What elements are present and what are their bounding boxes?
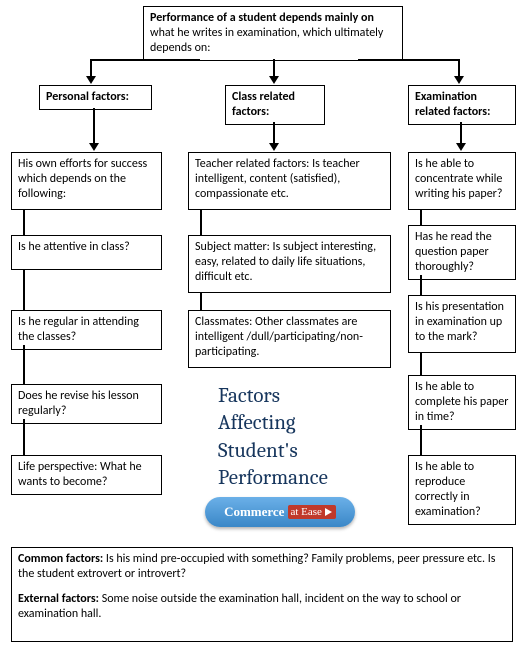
header-personal-factors: Personal factors: bbox=[39, 85, 152, 110]
connector-line bbox=[23, 345, 25, 384]
connector-line bbox=[420, 353, 422, 375]
commerce-at-ease-logo: Commerce at Ease bbox=[205, 497, 355, 527]
header-exam-factors: Examination related factors: bbox=[408, 85, 516, 125]
class-item: Subject matter: Is subject interesting, … bbox=[188, 235, 391, 293]
exam-item: Is he able to complete his paper in time… bbox=[408, 375, 516, 430]
top-summary-box: Performance of a student depends mainly … bbox=[143, 6, 403, 61]
class-item: Teacher related factors: Is teacher inte… bbox=[188, 152, 391, 210]
connector-line bbox=[200, 210, 202, 235]
connector-line bbox=[200, 293, 202, 310]
personal-item: Is he regular in attending the classes? bbox=[11, 310, 162, 350]
connector-line bbox=[420, 210, 422, 225]
connector-line bbox=[23, 210, 25, 235]
logo-text-atease: at Ease bbox=[288, 505, 335, 519]
connector-line bbox=[420, 275, 422, 295]
logo-text-commerce: Commerce bbox=[224, 504, 284, 520]
bottom-factors-box: Common factors: Is his mind pre-occupied… bbox=[11, 547, 513, 642]
external-factors-label: External factors: bbox=[18, 592, 99, 606]
connector-line bbox=[23, 419, 25, 455]
personal-item: Life perspective: What he wants to becom… bbox=[11, 455, 162, 495]
personal-item: His own efforts for success which depend… bbox=[11, 152, 162, 210]
common-factors-label: Common factors: bbox=[18, 552, 103, 566]
arrow-right-icon bbox=[325, 508, 332, 516]
exam-item: Is he able to concentrate while writing … bbox=[408, 152, 516, 210]
diagram-title: Factors Affecting Student's Performance bbox=[218, 383, 338, 492]
diagram-title-text: Factors Affecting Student's Performance bbox=[218, 383, 338, 492]
exam-item: Is he able to reproduce correctly in exa… bbox=[408, 455, 516, 525]
personal-item: Does he revise his lesson regularly? bbox=[11, 384, 162, 424]
exam-item: Is his presentation in examination up to… bbox=[408, 295, 516, 353]
connector-line bbox=[23, 270, 25, 310]
connector-line bbox=[420, 425, 422, 455]
top-bold: Performance of a student depends mainly … bbox=[150, 11, 374, 25]
personal-item: Is he attentive in class? bbox=[11, 235, 162, 270]
header-class-factors: Class related factors: bbox=[225, 85, 325, 125]
exam-item: Has he read the question paper thoroughl… bbox=[408, 225, 516, 280]
class-item: Classmates: Other classmates are intelli… bbox=[188, 310, 391, 368]
top-rest: what he writes in examination, which ult… bbox=[150, 26, 383, 55]
